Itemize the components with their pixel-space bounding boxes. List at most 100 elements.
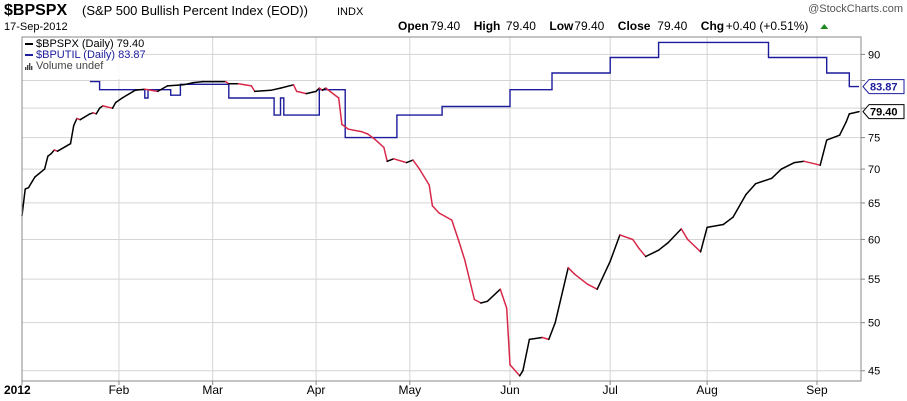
series-bpspx-segment <box>845 113 851 123</box>
chg-label: Chg <box>701 19 724 33</box>
series-bpspx-segment <box>166 84 185 87</box>
series-bpspx-segment <box>192 80 204 84</box>
series-bpspx-segment <box>341 123 350 130</box>
series-bpspx-segment <box>56 142 72 152</box>
y-tick-label: 75 <box>868 133 880 145</box>
series-bpspx-segment <box>632 238 640 250</box>
series-bpspx-segment <box>480 300 489 304</box>
x-tick-label: Mar <box>202 383 223 397</box>
date-label: 17-Sep-2012 <box>4 21 68 33</box>
series-bpspx-segment <box>325 87 340 99</box>
series-bpspx-segment <box>337 97 343 126</box>
series-bpspx-segment <box>686 238 702 253</box>
series-bpspx-segment <box>412 159 421 170</box>
series-bpspx-segment <box>819 139 828 166</box>
series-bpspx-segment <box>438 212 453 221</box>
series-bpspx-segment <box>431 204 440 214</box>
y-axis: 45 50 55 60 65 70 75 90 <box>861 49 880 378</box>
series-bpspx-segment <box>657 241 670 251</box>
series-bpspx-segment <box>541 336 550 341</box>
series-bpspx-segment <box>156 85 169 93</box>
x-tick-label: May <box>398 383 421 397</box>
series-bpspx-segment <box>680 228 689 241</box>
series-bpspx-segment <box>793 160 805 164</box>
price-tag-label: 79.40 <box>870 107 898 119</box>
plot-area: $BPSPX (Daily) 79.40$BPUTIL (Daily) 83.8… <box>21 36 862 382</box>
series-bpspx-segment <box>30 176 36 184</box>
ohlc-value: 79.40 <box>430 19 460 33</box>
series-bpspx-segment <box>114 97 123 104</box>
series-bpspx-segment <box>34 168 46 178</box>
y-tick-label: 70 <box>868 164 880 176</box>
x-tick-label: Feb <box>109 383 130 397</box>
x-axis: 2012 Feb Mar Apr May Jun Jul Aug Sep <box>4 381 828 397</box>
series-bpspx-segment <box>270 87 282 92</box>
series-bpspx-segment <box>237 82 253 87</box>
series-bpspx-segment <box>182 81 195 86</box>
series-bpspx-segment <box>754 177 773 185</box>
price-tag <box>862 104 905 120</box>
series-bpspx-segment <box>722 216 734 226</box>
series-lines <box>21 41 860 377</box>
series-bpspx-segment <box>292 84 298 93</box>
series-bpspx-segment <box>667 228 683 244</box>
ohlc-label: Open <box>398 19 429 33</box>
series-bpspx-segment <box>102 105 114 109</box>
series-bpspx-segment <box>586 283 598 290</box>
series-bpspx-segment <box>770 168 783 180</box>
ohlc-summary: Open 79.40 High 79.40 Low 79.40 Close 79.40 Chg +… <box>398 19 829 33</box>
series-bpspx-segment <box>279 84 295 89</box>
series-bpspx-segment <box>528 336 544 341</box>
series-bpspx-segment <box>706 223 725 229</box>
series-bpspx-segment <box>509 363 521 377</box>
series-bpspx-segment <box>803 160 821 166</box>
x-tick-label: Apr <box>307 383 326 397</box>
series-bputil-line <box>89 41 859 139</box>
series-bpspx-segment <box>473 298 482 304</box>
series-bpspx-segment <box>21 188 26 217</box>
series-bpspx-segment <box>360 130 369 135</box>
price-tag <box>862 79 905 95</box>
series-bpspx-segment <box>699 226 708 253</box>
series-bpspx-segment <box>134 88 146 92</box>
series-bpspx-segment <box>418 168 430 186</box>
series-bpspx-segment <box>451 219 460 241</box>
chart-header: $BPSPX (S&P 500 Bullish Percent Index (E… <box>4 2 903 33</box>
ohlc-value: 79.40 <box>506 19 536 33</box>
series-bpspx-segment <box>838 121 847 136</box>
series-bpspx-segment <box>825 134 841 141</box>
series-bpspx-segment <box>499 288 508 310</box>
series-bpspx-segment <box>72 117 78 127</box>
bar-chart-icon-bar <box>29 63 31 70</box>
series-bpspx-segment <box>43 155 49 170</box>
series-bpspx-segment <box>505 307 511 366</box>
series-bpspx-segment <box>121 89 136 99</box>
legend-background <box>23 38 125 79</box>
series-bpspx-segment <box>457 238 466 261</box>
exchange-label: INDX <box>337 6 364 18</box>
series-bpspx-segment <box>347 128 363 133</box>
series-bpspx-segment <box>848 110 860 115</box>
x-tick-label: 2012 <box>4 383 31 397</box>
series-bpspx-segment <box>305 90 317 95</box>
series-bpspx-segment <box>567 266 576 275</box>
y-tick-label: 60 <box>868 234 880 246</box>
series-bpspx-segment <box>250 85 256 93</box>
series-bpspx-segment <box>373 138 385 149</box>
series-bpspx-segment <box>253 89 272 93</box>
bar-chart-icon <box>25 63 33 70</box>
x-tick-label: Sep <box>806 383 828 397</box>
series-bpspx-segment <box>518 369 524 377</box>
chg-value: +0.40 (+0.51%) <box>726 19 809 33</box>
legend-entry: Volume undef <box>36 60 104 72</box>
legend: $BPSPX (Daily) 79.40$BPUTIL (Daily) 83.8… <box>23 38 146 79</box>
series-bpspx-segment <box>745 182 757 196</box>
legend-entry: $BPSPX (Daily) 79.40 <box>36 38 144 50</box>
series-bpspx-segment <box>27 181 33 189</box>
series-bpspx-segment <box>463 258 476 301</box>
series-bpspx-segment <box>144 88 159 93</box>
bar-chart-icon-bar <box>25 67 27 70</box>
series-bpspx-segment <box>95 107 101 115</box>
series-bpspx-segment <box>522 338 531 372</box>
x-tick-label: Aug <box>696 383 717 397</box>
